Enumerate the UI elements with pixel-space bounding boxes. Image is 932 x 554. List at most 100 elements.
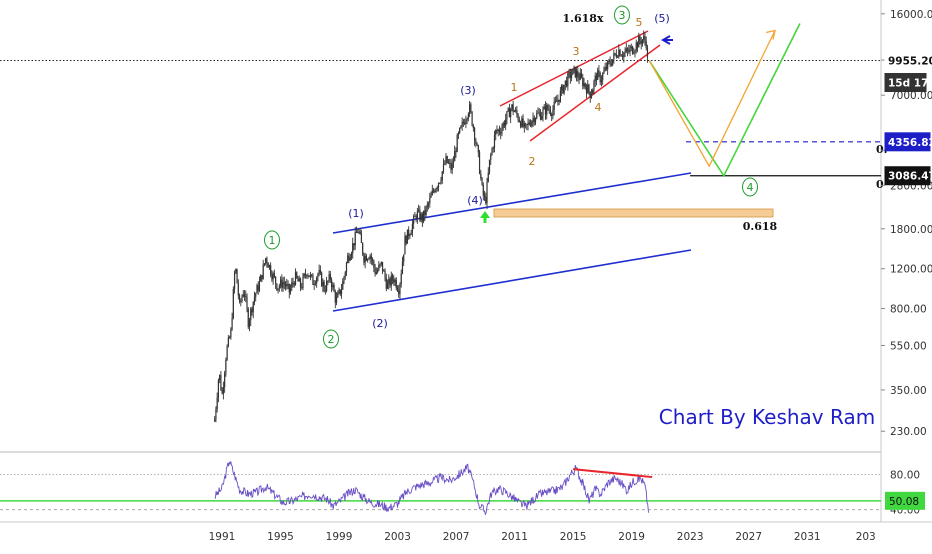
candle-body	[390, 275, 392, 286]
candle-body	[396, 288, 399, 291]
candle-body	[358, 231, 360, 233]
candle-body	[352, 243, 354, 254]
candle-body	[408, 229, 410, 237]
candle-body	[573, 66, 575, 69]
candle-body	[364, 255, 366, 263]
candle-body	[615, 54, 617, 58]
candle-body	[221, 390, 223, 394]
candle-body	[452, 161, 455, 164]
candle-body	[446, 156, 448, 163]
candle-body	[243, 294, 246, 296]
candle-body	[522, 118, 524, 127]
candle-body	[563, 84, 565, 94]
candle-body	[613, 53, 615, 60]
candle-body	[420, 213, 422, 221]
candle-body	[263, 263, 266, 265]
candle-body	[340, 289, 343, 294]
candle-body	[224, 373, 226, 388]
candle-body	[498, 129, 501, 133]
candle-body	[481, 177, 483, 185]
time-axis-label: 1991	[209, 531, 236, 543]
candle-body	[442, 163, 445, 172]
candle-body	[425, 206, 427, 215]
candle-body	[526, 124, 528, 125]
candle-body	[600, 80, 603, 83]
candle-body	[379, 263, 381, 266]
time-axis-label: 203	[856, 531, 876, 543]
candle-body	[250, 308, 252, 321]
level-black-tag-box	[884, 166, 931, 186]
candle-body	[272, 273, 274, 280]
candle-body	[588, 84, 590, 92]
candle-body	[265, 258, 267, 264]
candle-body	[215, 408, 217, 420]
candle-body	[531, 121, 533, 126]
candle-body	[585, 87, 588, 94]
axis-layer[interactable]: 16000.007000.002800.001800.001200.00800.…	[209, 9, 932, 543]
candle-body	[332, 285, 334, 288]
candle-body	[279, 279, 282, 286]
candle-body	[623, 52, 625, 57]
candle-body	[590, 94, 593, 98]
candle-body	[592, 89, 594, 95]
paren-wave-label: (2)	[372, 317, 388, 330]
candle-body	[410, 232, 412, 235]
candle-body	[214, 419, 216, 422]
candle-body	[405, 235, 407, 244]
elliptical-wave-circle	[614, 5, 630, 25]
candle-body	[557, 99, 559, 102]
candle-body	[227, 337, 229, 347]
candle-body	[619, 49, 621, 56]
candle-body	[326, 280, 328, 291]
candle-body	[277, 288, 279, 290]
candle-body	[235, 269, 237, 273]
price-axis-label: 230.00	[890, 426, 927, 438]
fib-level-label-a: 0.	[876, 143, 887, 156]
paren-wave-label: (3)	[460, 84, 476, 97]
channel-upper-line	[332, 172, 692, 234]
candle-body	[416, 211, 418, 220]
candle-body	[472, 125, 474, 129]
candle-body	[450, 162, 452, 170]
candle-body	[515, 109, 517, 112]
candle-body	[321, 272, 323, 287]
candle-body	[282, 282, 284, 288]
candle-body	[411, 223, 414, 233]
subwave-label: 4	[595, 101, 602, 114]
candle-body	[517, 114, 519, 121]
candle-body	[314, 283, 317, 285]
candle-body	[436, 187, 438, 189]
candle-body	[561, 85, 563, 91]
candle-body	[614, 53, 616, 55]
candle-body	[486, 181, 488, 204]
candle-body	[389, 278, 391, 286]
candle-body	[492, 147, 494, 149]
candle-body	[491, 148, 493, 155]
candle-body	[506, 111, 508, 120]
candle-body	[394, 279, 396, 283]
candle-body	[219, 374, 221, 381]
candle-body	[237, 283, 239, 296]
candle-body	[317, 273, 319, 278]
candle-body	[634, 50, 636, 53]
level-blue-tag: 4356.82	[888, 137, 932, 149]
time-axis-label: 2011	[501, 531, 528, 543]
candle-body	[488, 159, 491, 173]
candle-body	[220, 374, 222, 391]
candle-body	[287, 283, 289, 285]
candle-body	[362, 242, 364, 255]
candle-body	[570, 74, 573, 78]
rsi-value-tag: 50.08	[889, 496, 919, 508]
candle-body	[283, 282, 285, 284]
candle-body	[559, 90, 561, 102]
price-axis-label: 16000.00	[890, 9, 932, 21]
candle-body	[475, 140, 477, 144]
candle-body	[278, 285, 280, 289]
candle-body	[501, 128, 503, 134]
candle-body	[367, 259, 369, 261]
candle-body	[284, 283, 287, 287]
time-axis-label: 2003	[384, 531, 411, 543]
candle-body	[395, 279, 397, 289]
candle-body	[427, 203, 430, 205]
candle-body	[270, 265, 272, 275]
